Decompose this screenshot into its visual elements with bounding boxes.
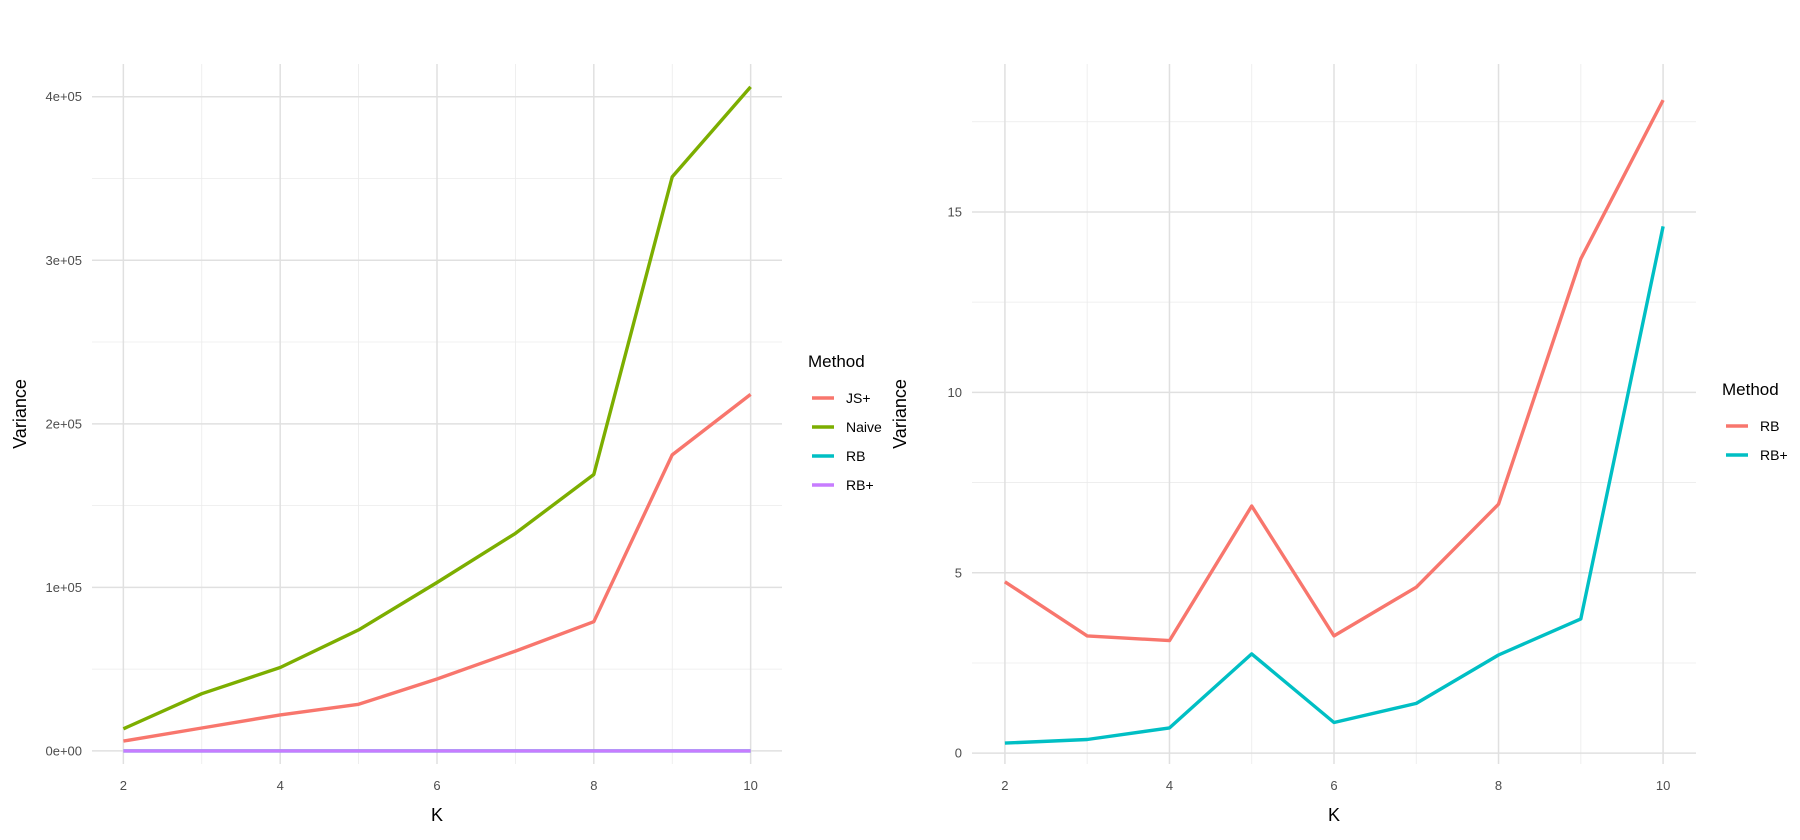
x-tick-label: 4	[1166, 778, 1173, 793]
series-line-js-plus	[123, 393, 752, 743]
x-tick-label: 6	[433, 778, 440, 793]
x-tick-label: 4	[277, 778, 284, 793]
x-tick-label: 2	[1001, 778, 1008, 793]
y-tick-label: 0e+00	[45, 743, 82, 758]
y-tick-label: 5	[955, 565, 962, 580]
y-axis-title: Variance	[10, 379, 30, 449]
series-lines	[122, 85, 752, 753]
x-tick-label: 6	[1330, 778, 1337, 793]
legend-title: Method	[808, 352, 865, 371]
y-tick-label: 1e+05	[45, 580, 82, 595]
legend-label: RB	[1760, 418, 1779, 434]
legend-label: RB+	[1760, 447, 1788, 463]
x-axis-title: K	[1328, 805, 1340, 825]
y-tick-label: 0	[955, 746, 962, 761]
legend-label: RB+	[846, 477, 874, 493]
x-tick-label: 10	[1656, 778, 1670, 793]
panel-1: 2 4 6 8 10 0e+00 1e+05 2e+05 3e+05 4e+05 K Variance…	[10, 64, 882, 825]
y-tick-label: 4e+05	[45, 89, 82, 104]
x-tick-label: 10	[743, 778, 757, 793]
series-line-rb	[1003, 99, 1665, 643]
x-axis-title: K	[431, 805, 443, 825]
y-tick-label: 10	[948, 385, 962, 400]
legend-title: Method	[1722, 380, 1779, 399]
x-tick-label: 8	[1495, 778, 1502, 793]
legend: Method RB RB+	[1722, 380, 1788, 463]
legend-label: Naive	[846, 419, 882, 435]
series-line-naive	[122, 85, 752, 731]
legend-label: RB	[846, 448, 865, 464]
legend: Method JS+ Naive RB RB+	[808, 352, 882, 493]
legend-label: JS+	[846, 390, 871, 406]
y-axis-title: Variance	[890, 379, 910, 449]
panel-2: 2 4 6 8 10 0 5 10 15 K Variance Method RB RB+	[890, 64, 1788, 825]
x-tick-label: 8	[590, 778, 597, 793]
y-tick-label: 15	[948, 204, 962, 219]
series-line-rb-plus	[1004, 226, 1665, 745]
series-lines	[1003, 99, 1665, 745]
y-tick-label: 3e+05	[45, 253, 82, 268]
x-tick-label: 2	[120, 778, 127, 793]
y-tick-label: 2e+05	[45, 416, 82, 431]
